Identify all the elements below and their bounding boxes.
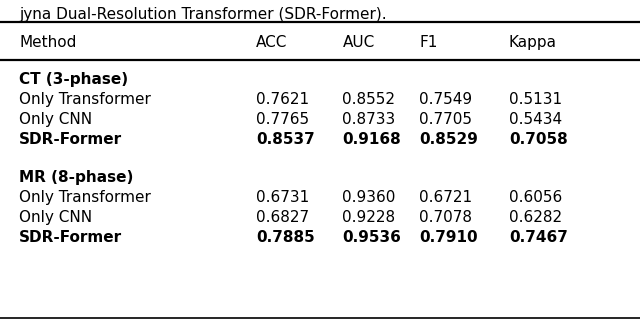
Text: 0.5434: 0.5434 <box>509 112 562 127</box>
Text: 0.9536: 0.9536 <box>342 230 401 245</box>
Text: Only Transformer: Only Transformer <box>19 190 151 205</box>
Text: 0.9228: 0.9228 <box>342 210 396 225</box>
Text: 0.5131: 0.5131 <box>509 92 562 107</box>
Text: 0.6721: 0.6721 <box>419 190 472 205</box>
Text: Only CNN: Only CNN <box>19 112 92 127</box>
Text: 0.6056: 0.6056 <box>509 190 562 205</box>
Text: 0.8537: 0.8537 <box>256 132 315 147</box>
Text: MR (8-phase): MR (8-phase) <box>19 170 134 185</box>
Text: 0.7549: 0.7549 <box>419 92 472 107</box>
Text: 0.7058: 0.7058 <box>509 132 568 147</box>
Text: Only Transformer: Only Transformer <box>19 92 151 107</box>
Text: 0.8552: 0.8552 <box>342 92 396 107</box>
Text: 0.7467: 0.7467 <box>509 230 568 245</box>
Text: 0.7705: 0.7705 <box>419 112 472 127</box>
Text: jyna Dual-Resolution Transformer (SDR-Former).: jyna Dual-Resolution Transformer (SDR-Fo… <box>19 7 387 22</box>
Text: Kappa: Kappa <box>509 35 557 50</box>
Text: F1: F1 <box>419 35 438 50</box>
Text: Only CNN: Only CNN <box>19 210 92 225</box>
Text: SDR-Former: SDR-Former <box>19 132 122 147</box>
Text: 0.8733: 0.8733 <box>342 112 396 127</box>
Text: 0.7910: 0.7910 <box>419 230 478 245</box>
Text: 0.6731: 0.6731 <box>256 190 309 205</box>
Text: 0.9360: 0.9360 <box>342 190 396 205</box>
Text: 0.9168: 0.9168 <box>342 132 401 147</box>
Text: CT (3-phase): CT (3-phase) <box>19 72 129 87</box>
Text: SDR-Former: SDR-Former <box>19 230 122 245</box>
Text: 0.6282: 0.6282 <box>509 210 562 225</box>
Text: 0.8529: 0.8529 <box>419 132 478 147</box>
Text: 0.7885: 0.7885 <box>256 230 315 245</box>
Text: 0.7078: 0.7078 <box>419 210 472 225</box>
Text: ACC: ACC <box>256 35 287 50</box>
Text: 0.7621: 0.7621 <box>256 92 309 107</box>
Text: 0.7765: 0.7765 <box>256 112 309 127</box>
Text: Method: Method <box>19 35 77 50</box>
Text: 0.6827: 0.6827 <box>256 210 309 225</box>
Text: AUC: AUC <box>342 35 374 50</box>
